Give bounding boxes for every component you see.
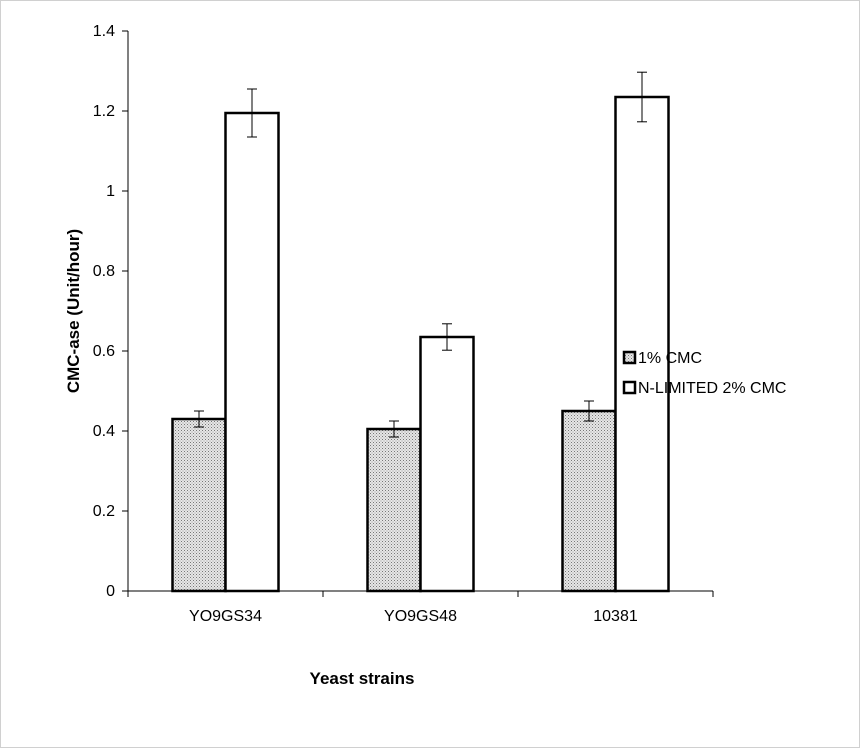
x-tick-label: YO9GS48 bbox=[384, 608, 457, 625]
y-tick-label: 1.2 bbox=[93, 103, 115, 120]
bar bbox=[171, 417, 227, 593]
bar bbox=[561, 409, 617, 593]
bar bbox=[614, 95, 670, 593]
bar bbox=[419, 335, 475, 593]
y-axis-title: CMC-ase (Unit/hour) bbox=[64, 229, 83, 393]
y-tick-label: 0.2 bbox=[93, 503, 115, 520]
legend-label: 1% CMC bbox=[638, 350, 702, 367]
x-tick-label: YO9GS34 bbox=[189, 608, 262, 625]
bar bbox=[366, 427, 422, 593]
y-tick-label: 1 bbox=[106, 183, 115, 200]
legend-swatch bbox=[622, 350, 637, 365]
y-tick-label: 0.8 bbox=[93, 263, 115, 280]
y-tick-label: 0 bbox=[106, 583, 115, 600]
y-tick-label: 1.4 bbox=[93, 23, 115, 40]
legend-swatch bbox=[622, 380, 637, 395]
y-tick-label: 0.4 bbox=[93, 423, 115, 440]
x-tick-label: 10381 bbox=[593, 608, 638, 625]
y-tick-label: 0.6 bbox=[93, 343, 115, 360]
x-axis-title: Yeast strains bbox=[310, 669, 415, 688]
bar bbox=[224, 111, 280, 593]
legend-label: N-LIMITED 2% CMC bbox=[638, 380, 786, 397]
